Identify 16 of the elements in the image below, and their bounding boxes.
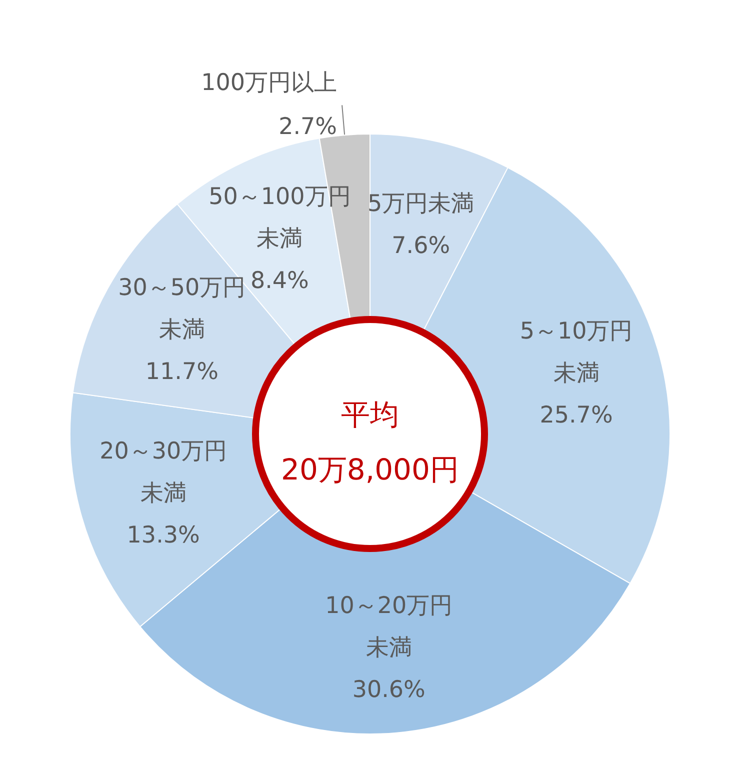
- data-label: 25.7%: [540, 402, 613, 428]
- slice-label: 50～100万円未満: [208, 184, 351, 252]
- text: 平均: [341, 398, 399, 432]
- data-label: 13.3%: [126, 522, 200, 548]
- slice-label: 20～30万円未満: [100, 438, 228, 506]
- data-label: 30.6%: [352, 677, 426, 704]
- slice-label: 30～50万円未満: [118, 274, 246, 343]
- slice-label: 5～10万円未満: [520, 318, 633, 386]
- slice-label: 5万円未満: [368, 191, 474, 218]
- data-label: 8.4%: [250, 268, 309, 294]
- text: 20万8,000円: [281, 452, 459, 486]
- data-label: 2.7%: [278, 114, 338, 140]
- slice-label: 100万円以上: [201, 70, 338, 96]
- slice-label: 10～20万円未満: [325, 593, 453, 662]
- data-label: 7.6%: [392, 233, 450, 260]
- data-label: 11.7%: [145, 358, 218, 385]
